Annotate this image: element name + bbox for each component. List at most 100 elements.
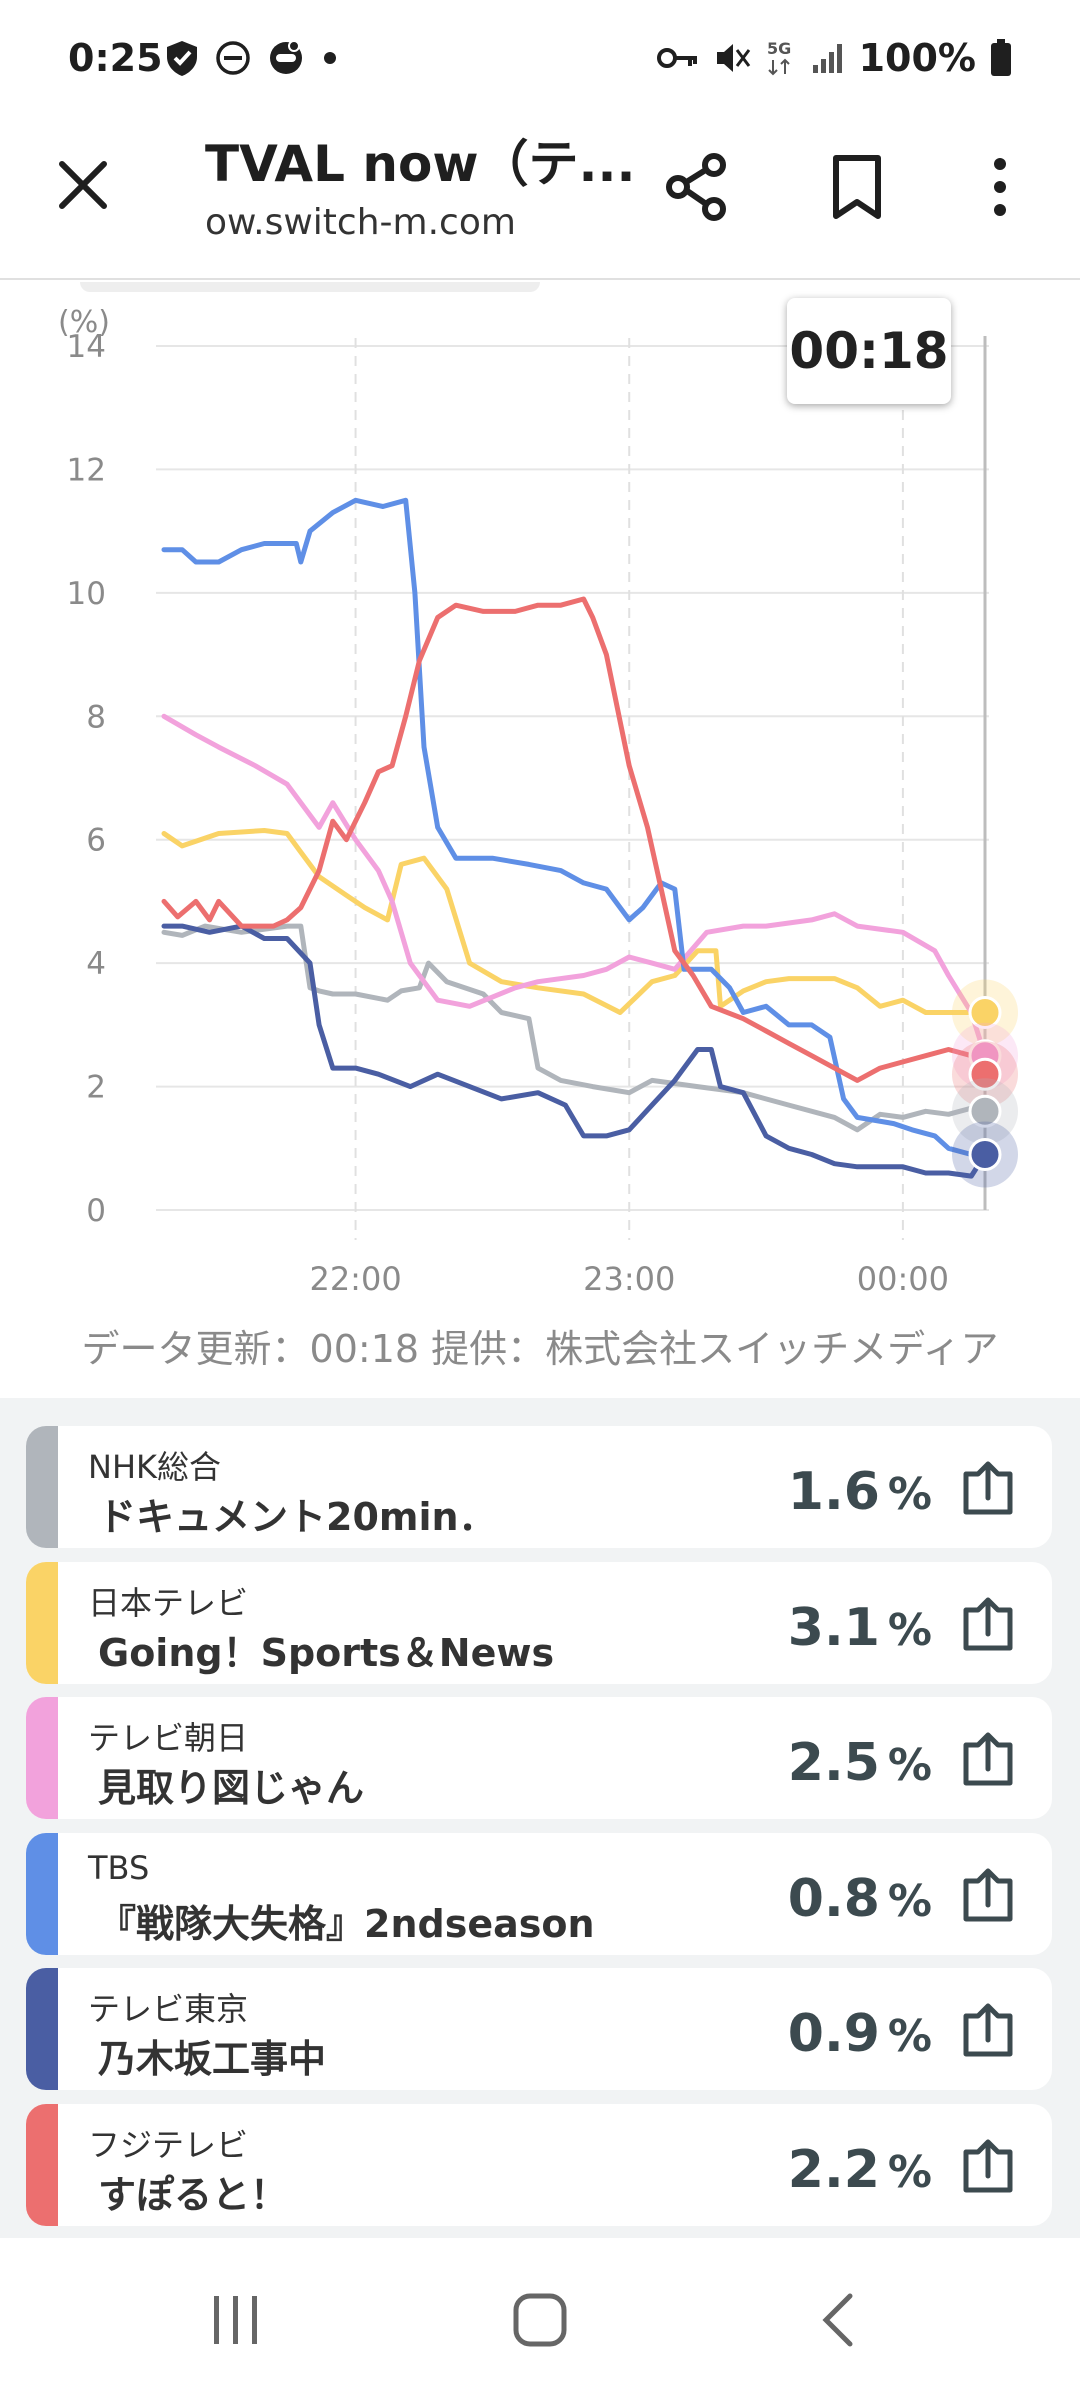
program-title: すぽると！ — [98, 2172, 289, 2217]
channel-card[interactable]: TBS 『戦隊大失格』2ndseason 0.8% — [26, 1832, 1052, 1955]
home-icon — [513, 2293, 567, 2347]
share-program-button[interactable] — [960, 2138, 1016, 2194]
rating-value: 0.9% — [788, 2004, 932, 2064]
rating-value: 2.5% — [788, 1733, 932, 1793]
y-axis-unit-label: (%) — [58, 305, 110, 340]
vpn-key-icon — [656, 48, 697, 68]
y-tick-label: 12 — [67, 452, 106, 488]
signal-icon — [812, 44, 842, 73]
share-upload-icon — [963, 1868, 1013, 1921]
channel-name: フジテレビ — [88, 2125, 249, 2164]
channel-name: テレビ朝日 — [88, 1719, 249, 1757]
channel-card[interactable]: テレビ朝日見取り図じゃん 2.5% — [26, 1697, 1052, 1819]
page-title: TVAL now（テ... — [205, 135, 636, 193]
y-tick-label: 14 — [67, 329, 106, 365]
share-button[interactable] — [660, 150, 734, 224]
x-tick-label: 23:00 — [583, 1260, 675, 1298]
status-left-icons — [162, 38, 340, 78]
5g-icon: 5G — [767, 39, 791, 76]
system-nav-bar — [0, 2240, 1080, 2400]
channel-color-stripe — [26, 2103, 58, 2226]
series-line — [161, 923, 988, 1179]
rating-unit: % — [887, 1604, 932, 1656]
game-controller-icon — [270, 40, 302, 74]
y-tick-label: 10 — [67, 576, 106, 612]
chart-svg[interactable]: (%) 0 2 4 6 8 10 12 14 22:00 23:00 00:00 — [0, 290, 1080, 1390]
bookmark-icon — [833, 155, 881, 219]
channel-name: TBS — [88, 1848, 150, 1887]
series-line — [161, 596, 988, 1083]
home-button[interactable] — [490, 2280, 590, 2360]
series-marker — [968, 1057, 1002, 1091]
bookmark-button[interactable] — [820, 150, 894, 224]
rating-unit: % — [887, 2011, 932, 2062]
recent-apps-icon — [214, 2296, 257, 2344]
share-program-button[interactable] — [960, 1867, 1016, 1923]
network-label: 5G — [767, 39, 791, 58]
rating-unit: % — [887, 1740, 932, 1791]
share-program-button[interactable] — [960, 1460, 1016, 1516]
dot-icon — [324, 52, 336, 64]
status-bar: 0:25 5G — [0, 0, 1080, 120]
series-marker — [968, 996, 1002, 1030]
share-upload-icon — [963, 1597, 1013, 1650]
channel-color-stripe — [26, 1832, 58, 1955]
channel-name: テレビ東京 — [88, 1990, 249, 2028]
mute-icon — [716, 44, 750, 72]
more-vert-icon — [994, 158, 1006, 216]
channel-name: 日本テレビ — [88, 1583, 249, 1622]
share-upload-icon — [963, 2139, 1013, 2192]
share-program-button[interactable] — [960, 1731, 1016, 1787]
series-line — [161, 497, 988, 1164]
more-options-button[interactable] — [970, 150, 1030, 224]
back-button[interactable] — [790, 2280, 890, 2360]
channel-card[interactable]: フジテレビすぽると！ 2.2% — [26, 2103, 1052, 2226]
program-title: 乃木坂工事中 — [98, 2037, 327, 2081]
rating-value: 2.2% — [788, 2140, 932, 2200]
back-icon — [822, 2293, 853, 2347]
y-tick-label: 0 — [86, 1193, 106, 1229]
series-line — [161, 713, 988, 1059]
channel-name: NHK総合 — [88, 1448, 221, 1486]
channel-card[interactable]: 日本テレビ Going！Sports＆News 3.1% — [26, 1561, 1052, 1684]
page-url[interactable]: ow.switch-m.com — [205, 202, 516, 243]
share-upload-icon — [963, 2003, 1013, 2057]
rating-value: 3.1% — [788, 1598, 932, 1658]
y-tick-label: 8 — [86, 699, 106, 735]
series-line — [161, 923, 988, 1133]
x-tick-label: 00:00 — [857, 1260, 949, 1298]
status-right-icons: 5G 100% — [656, 36, 1012, 80]
x-tick-label: 22:00 — [309, 1260, 401, 1298]
y-tick-label: 2 — [86, 1070, 106, 1106]
share-icon — [666, 153, 726, 221]
channel-list: NHK総合 ドキュメント20min． 1.6% 日本テレビ Going！Sports＆N… — [0, 1398, 1080, 2238]
channel-color-stripe — [26, 1697, 58, 1819]
program-title: 見取り図じゃん — [98, 1766, 365, 1810]
viewership-chart[interactable]: (%) 0 2 4 6 8 10 12 14 22:00 23:00 00:00 00:18 — [0, 290, 1080, 1390]
battery-percent: 100% — [858, 36, 976, 80]
time-tooltip: 00:18 — [787, 298, 951, 404]
battery-icon — [991, 39, 1011, 76]
shield-check-icon — [167, 41, 197, 76]
y-tick-label: 6 — [86, 823, 106, 859]
rating-number: 3.1 — [787, 1597, 880, 1658]
channel-color-stripe — [26, 1968, 58, 2090]
rating-number: 0.9 — [787, 2004, 880, 2064]
recent-apps-button[interactable] — [186, 2280, 286, 2360]
series-marker — [968, 1094, 1002, 1128]
share-program-button[interactable] — [960, 1596, 1016, 1652]
rating-value: 0.8% — [788, 1869, 932, 1929]
series-line — [161, 828, 988, 1022]
close-button[interactable] — [48, 150, 118, 220]
channel-card[interactable]: NHK総合 ドキュメント20min． 1.6% — [26, 1426, 1052, 1548]
channel-color-stripe — [26, 1561, 58, 1684]
program-title: 『戦隊大失格』2ndseason — [98, 1901, 595, 1946]
channel-card[interactable]: テレビ東京乃木坂工事中 0.9% — [26, 1968, 1052, 2090]
share-program-button[interactable] — [960, 2002, 1016, 2058]
share-upload-icon — [963, 1461, 1013, 1515]
rating-number: 0.8 — [787, 1868, 880, 1929]
status-time: 0:25 — [68, 36, 163, 80]
rating-number: 2.5 — [787, 1733, 880, 1793]
rating-value: 1.6% — [788, 1462, 932, 1522]
series-marker — [968, 1137, 1002, 1171]
